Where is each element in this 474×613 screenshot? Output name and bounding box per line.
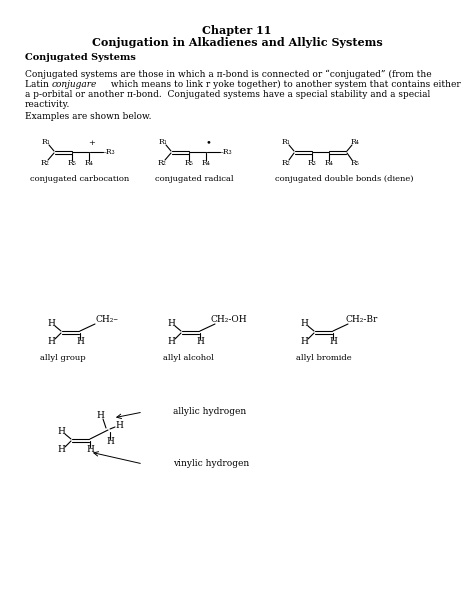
Text: CH₂–: CH₂– <box>96 314 118 324</box>
Text: Conjugated Systems: Conjugated Systems <box>25 53 136 63</box>
Text: R₂: R₂ <box>282 159 291 167</box>
Text: R₃: R₃ <box>308 159 316 167</box>
Text: allyl alcohol: allyl alcohol <box>163 354 214 362</box>
Text: R₂: R₂ <box>41 159 49 167</box>
Text: H: H <box>300 338 308 346</box>
Text: R₁: R₁ <box>42 138 50 146</box>
Text: conjugated double bonds (diene): conjugated double bonds (diene) <box>275 175 413 183</box>
Text: H: H <box>329 338 337 346</box>
Text: Latin: Latin <box>25 80 52 89</box>
Text: –R₃: –R₃ <box>103 148 115 156</box>
Text: H: H <box>57 446 65 454</box>
Text: R₄: R₄ <box>325 159 333 167</box>
Text: CH₂-OH: CH₂-OH <box>210 314 247 324</box>
Text: H: H <box>167 319 175 327</box>
Text: •: • <box>205 139 211 148</box>
Text: conjugated carbocation: conjugated carbocation <box>30 175 129 183</box>
Text: which means to link r yoke together) to another system that contains either: which means to link r yoke together) to … <box>108 80 461 89</box>
Text: –R₃: –R₃ <box>219 148 232 156</box>
Text: allylic hydrogen: allylic hydrogen <box>173 408 246 416</box>
Text: R₄: R₄ <box>351 138 359 146</box>
Text: H: H <box>47 338 55 346</box>
Text: a p-orbital or another π-bond.  Conjugated systems have a special stability and : a p-orbital or another π-bond. Conjugate… <box>25 90 430 99</box>
Text: Chapter 11: Chapter 11 <box>202 25 272 36</box>
Text: Conjugation in Alkadienes and Allylic Systems: Conjugation in Alkadienes and Allylic Sy… <box>91 37 383 47</box>
Text: H: H <box>106 438 114 446</box>
Text: H: H <box>86 446 94 454</box>
Text: R₄: R₄ <box>201 159 210 167</box>
Text: H: H <box>115 421 123 430</box>
Text: R₁: R₁ <box>159 138 167 146</box>
Text: H: H <box>167 338 175 346</box>
Text: Examples are shown below.: Examples are shown below. <box>25 112 152 121</box>
Text: conjugare: conjugare <box>52 80 97 89</box>
Text: allyl bromide: allyl bromide <box>296 354 352 362</box>
Text: CH₂-Br: CH₂-Br <box>346 314 378 324</box>
Text: Conjugated systems are those in which a π-bond is connected or “conjugated” (fro: Conjugated systems are those in which a … <box>25 70 432 79</box>
Text: R₄: R₄ <box>84 159 93 167</box>
Text: H: H <box>47 319 55 327</box>
Text: H: H <box>300 319 308 327</box>
Text: R₅: R₅ <box>185 159 193 167</box>
Text: R₁: R₁ <box>282 138 291 146</box>
Text: reactivity.: reactivity. <box>25 100 70 109</box>
Text: H: H <box>76 338 84 346</box>
Text: H: H <box>96 411 104 419</box>
Text: R₅: R₅ <box>351 159 359 167</box>
Text: +: + <box>89 139 95 147</box>
Text: H: H <box>196 338 204 346</box>
Text: vinylic hydrogen: vinylic hydrogen <box>173 460 249 468</box>
Text: R₂: R₂ <box>158 159 166 167</box>
Text: conjugated radical: conjugated radical <box>155 175 234 183</box>
Text: H: H <box>57 427 65 435</box>
Text: allyl group: allyl group <box>40 354 86 362</box>
Text: R₅: R₅ <box>68 159 76 167</box>
